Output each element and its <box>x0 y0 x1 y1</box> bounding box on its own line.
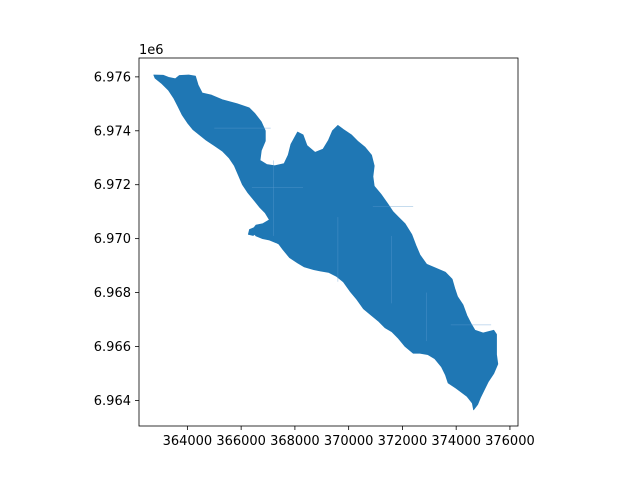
y-tick-label: 6.976 <box>94 70 131 85</box>
map-polygon <box>153 74 499 411</box>
plot-area <box>138 57 519 427</box>
y-tick-label: 6.972 <box>94 178 131 193</box>
x-axis: 364000 366000 368000 370000 372000 374000 3760… <box>163 426 535 449</box>
y-tick-label: 6.966 <box>94 340 131 355</box>
x-tick-label: 370000 <box>324 434 374 449</box>
x-tick-label: 364000 <box>163 434 213 449</box>
y-offset-label: 1e6 <box>139 43 164 58</box>
map-islet <box>247 226 259 236</box>
y-tick-label: 6.968 <box>94 286 131 301</box>
x-tick-label: 374000 <box>431 434 481 449</box>
x-tick-label: 376000 <box>485 434 535 449</box>
y-tick-label: 6.964 <box>94 394 131 409</box>
y-tick-label: 6.970 <box>94 232 131 247</box>
y-axis: 6.964 6.966 6.968 6.970 6.972 6.974 6.976 <box>94 70 139 409</box>
x-tick-label: 368000 <box>270 434 320 449</box>
axes-frame <box>138 57 519 427</box>
x-tick-label: 372000 <box>378 434 428 449</box>
x-tick-label: 366000 <box>216 434 266 449</box>
y-tick-label: 6.974 <box>94 124 131 139</box>
